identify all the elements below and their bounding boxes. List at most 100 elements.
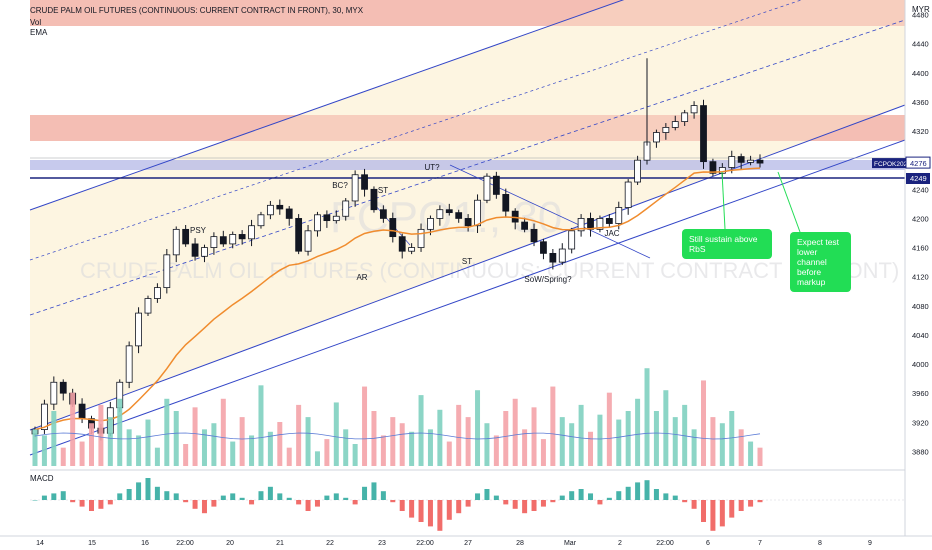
macd-bar bbox=[296, 500, 302, 505]
candle-body bbox=[747, 159, 754, 163]
volume-bar bbox=[588, 431, 594, 466]
volume-bar bbox=[390, 417, 396, 466]
candle-body bbox=[361, 174, 368, 190]
volume-bar bbox=[550, 386, 556, 466]
macd-bar bbox=[701, 500, 707, 522]
callout-sustain[interactable]: Still sustain above RbS bbox=[682, 229, 772, 259]
macd-bar bbox=[729, 500, 735, 518]
macd-bar bbox=[192, 500, 198, 509]
last-price-badge-bg bbox=[905, 156, 931, 169]
volume-bar bbox=[512, 398, 518, 466]
macd-bar bbox=[446, 500, 452, 520]
candle-body bbox=[427, 218, 434, 230]
x-tick-label: 27 bbox=[464, 540, 472, 547]
candle-body bbox=[558, 248, 566, 263]
x-tick-label: 6 bbox=[706, 540, 710, 547]
volume-bar bbox=[220, 398, 226, 466]
macd-bar bbox=[220, 495, 226, 500]
volume-bar bbox=[88, 423, 94, 466]
candle-body bbox=[342, 200, 350, 217]
candle-body bbox=[154, 287, 161, 299]
macd-bar bbox=[51, 493, 57, 500]
y-tick-label: 4040 bbox=[912, 331, 929, 340]
volume-bar bbox=[324, 439, 330, 466]
indicator-macd-label[interactable]: MACD bbox=[30, 474, 54, 483]
volume-bar bbox=[653, 411, 659, 466]
volume-bar bbox=[41, 435, 47, 466]
candle-body bbox=[201, 247, 208, 257]
candle-body bbox=[474, 199, 481, 227]
resistance-zone-mid-overlay bbox=[30, 115, 905, 141]
volume-bar bbox=[267, 431, 273, 466]
macd-bar bbox=[427, 500, 433, 527]
macd-bar bbox=[597, 500, 603, 505]
candle-body bbox=[295, 218, 303, 252]
volume-bar bbox=[663, 390, 669, 466]
volume-bar bbox=[606, 392, 612, 466]
volume-bar bbox=[559, 417, 565, 466]
candle-body bbox=[521, 221, 529, 230]
candle-body bbox=[398, 236, 406, 252]
channel-upper-line bbox=[29, 0, 625, 211]
chart-title: CRUDE PALM OIL FUTURES (CONTINUOUS: CURR… bbox=[30, 6, 364, 15]
candle-body bbox=[285, 208, 293, 219]
candle-body bbox=[191, 243, 199, 257]
macd-bar bbox=[493, 495, 499, 500]
candle-body bbox=[436, 209, 444, 219]
x-tick-label: 2 bbox=[618, 540, 622, 547]
volume-bar bbox=[305, 417, 311, 466]
volume-bar bbox=[333, 402, 339, 466]
support-band bbox=[30, 160, 905, 170]
wyckoff-annotation: SoW/Spring? bbox=[524, 275, 572, 284]
volume-bar bbox=[427, 429, 433, 466]
macd-bar bbox=[239, 497, 245, 500]
macd-bar bbox=[531, 500, 537, 511]
volume-bar bbox=[154, 447, 160, 466]
candle-body bbox=[323, 214, 331, 222]
candle-body bbox=[248, 225, 255, 240]
macd-bar bbox=[230, 493, 236, 500]
indicator-vol-label[interactable]: Vol bbox=[30, 18, 42, 27]
candle-body bbox=[389, 218, 397, 238]
channel-fill bbox=[30, 0, 905, 430]
macd-bar bbox=[126, 489, 132, 500]
macd-bar bbox=[88, 500, 94, 511]
y-axis-background bbox=[905, 0, 932, 536]
volume-bar bbox=[691, 429, 697, 466]
candle-body bbox=[540, 241, 547, 254]
support-price-badge: 4249 bbox=[910, 174, 927, 183]
volume-bar bbox=[493, 435, 499, 466]
volume-bar bbox=[211, 423, 217, 466]
volume-bar bbox=[710, 417, 716, 466]
volume-bar bbox=[145, 419, 151, 466]
y-tick-label: 4000 bbox=[912, 360, 929, 369]
macd-bar bbox=[399, 500, 405, 511]
volume-bar bbox=[183, 444, 189, 466]
volume-bar bbox=[569, 423, 575, 466]
symbol-badge-bg bbox=[872, 158, 906, 169]
macd-bar bbox=[201, 500, 207, 514]
indicator-ema-label[interactable]: EMA bbox=[30, 28, 48, 37]
callout-pointer-1 bbox=[721, 171, 726, 230]
callout-expect-test[interactable]: Expect test lower channel before markup bbox=[790, 232, 851, 292]
volume-bar bbox=[484, 423, 490, 466]
macd-bar bbox=[512, 500, 518, 509]
candle-body bbox=[163, 254, 171, 289]
x-tick-label: 9 bbox=[868, 540, 872, 547]
macd-bar bbox=[475, 493, 481, 500]
candle-body bbox=[266, 204, 274, 216]
volume-bar bbox=[32, 429, 38, 466]
candle-body bbox=[41, 403, 48, 430]
volume-bar bbox=[258, 385, 264, 466]
candle-body bbox=[304, 230, 312, 252]
macd-bar bbox=[644, 480, 650, 500]
macd-bar bbox=[625, 486, 631, 500]
macd-bar bbox=[418, 500, 424, 522]
candle-body bbox=[135, 312, 142, 347]
macd-bar bbox=[559, 495, 565, 500]
y-tick-label: 4360 bbox=[912, 98, 929, 107]
macd-bar bbox=[117, 493, 123, 500]
y-tick-label: 3880 bbox=[912, 447, 929, 456]
volume-bar bbox=[277, 422, 283, 466]
